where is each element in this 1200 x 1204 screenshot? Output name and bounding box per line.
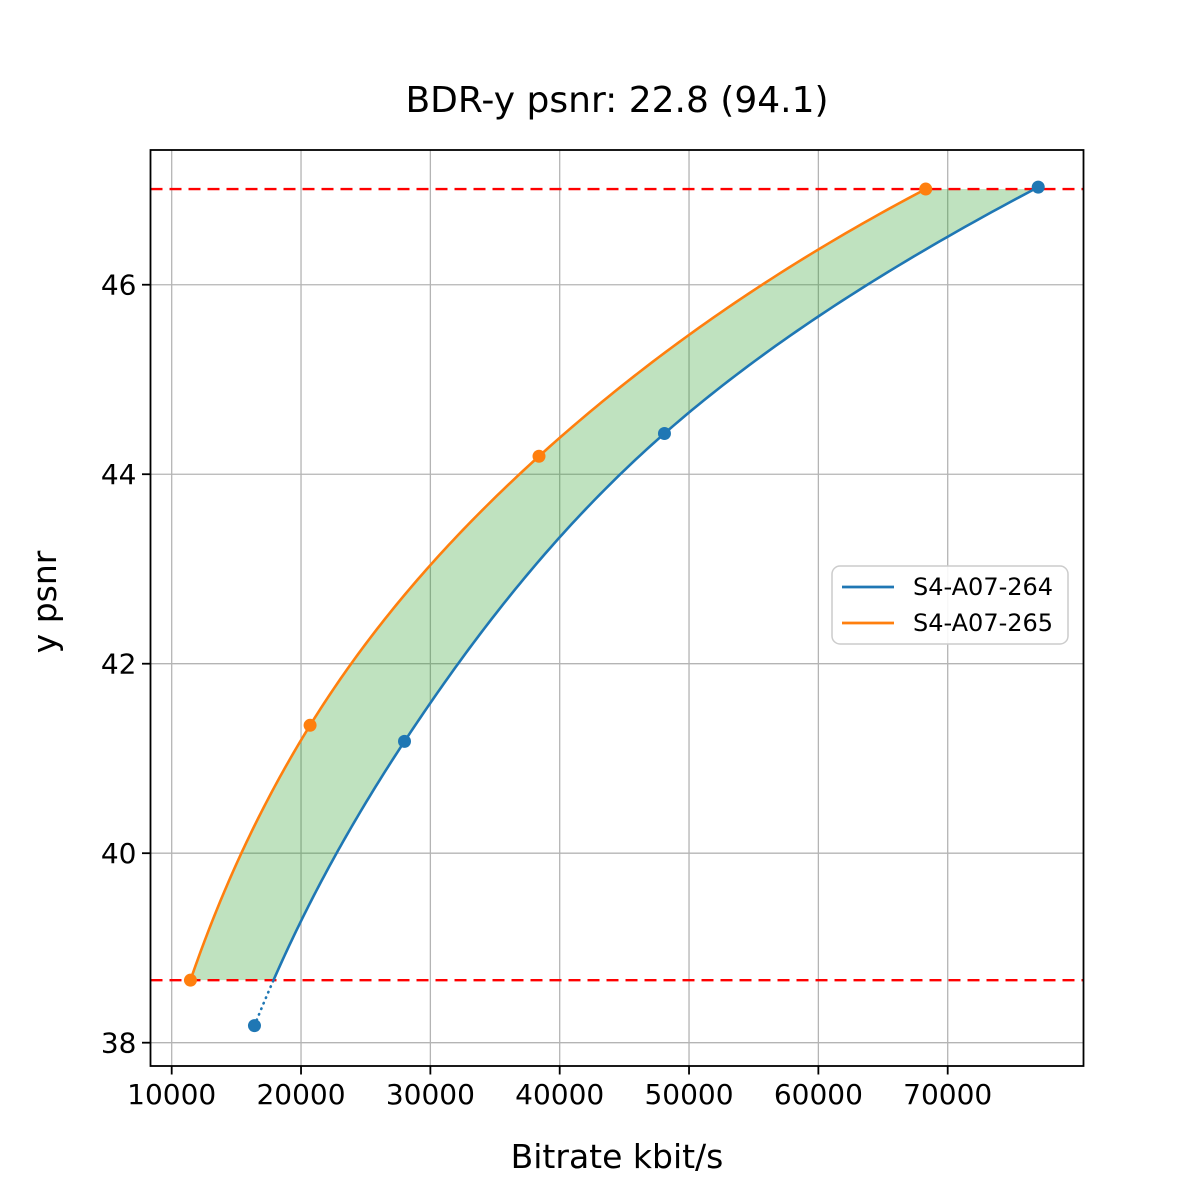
legend-label: S4-A07-264	[913, 573, 1053, 601]
y-tick-label: 46	[101, 269, 137, 302]
x-tick-label: 10000	[127, 1078, 216, 1111]
x-axis-label: Bitrate kbit/s	[511, 1137, 724, 1176]
series-curve-S4-A07-265	[189, 187, 927, 981]
data-point-S4-A07-265	[303, 718, 317, 732]
x-tick-label: 60000	[774, 1078, 863, 1111]
legend-box	[831, 565, 1069, 645]
y-tick-label: 38	[101, 1027, 137, 1060]
x-tick-label: 50000	[644, 1078, 733, 1111]
series-curve-S4-A07-264	[272, 185, 1039, 981]
data-point-S4-A07-265	[183, 973, 197, 987]
y-tick-label: 42	[101, 648, 137, 681]
legend-label: S4-A07-265	[913, 609, 1053, 637]
chart-title: BDR-y psnr: 22.8 (94.1)	[405, 80, 828, 121]
data-point-S4-A07-265	[919, 182, 933, 196]
data-point-S4-A07-264	[247, 1019, 261, 1033]
data-point-S4-A07-265	[532, 449, 546, 463]
plot-border	[149, 149, 1085, 1067]
y-tick-label: 44	[101, 458, 137, 491]
bd-gap-fill	[190, 189, 1035, 981]
data-point-S4-A07-264	[657, 426, 671, 440]
y-axis-label: y psnr	[25, 550, 64, 653]
data-point-S4-A07-264	[1031, 180, 1045, 194]
y-tick-label: 40	[101, 837, 137, 870]
x-tick-label: 20000	[256, 1078, 345, 1111]
x-tick-label: 30000	[386, 1078, 475, 1111]
x-tick-label: 70000	[903, 1078, 992, 1111]
x-tick-label: 40000	[515, 1078, 604, 1111]
data-point-S4-A07-264	[397, 734, 411, 748]
legend: S4-A07-264 S4-A07-265	[831, 565, 1069, 645]
plot-area: 10000 20000 30000 40000 50000 60000 70000 38 40 4…	[101, 149, 1085, 1111]
series-curve-extrapolated-S4-A07-264	[253, 978, 275, 1027]
